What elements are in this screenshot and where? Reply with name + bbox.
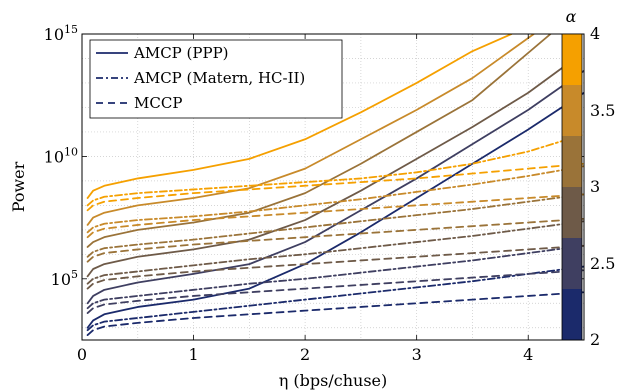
- colorbar-tick-3-5: 3.5: [590, 101, 615, 120]
- y-tick-labels: 105 1010 1015: [44, 23, 78, 289]
- series-line-dashed-15: [86, 244, 584, 290]
- colorbar-bands: [562, 34, 582, 340]
- colorbar-title: α: [566, 7, 577, 26]
- legend-box: [89, 39, 343, 119]
- colorbar-band: [562, 187, 582, 238]
- x-tick-label-3: 3: [412, 345, 422, 364]
- colorbar-band: [562, 85, 582, 136]
- series-line-solid-3: [86, 55, 580, 278]
- y-tick-label-5: 105: [51, 268, 78, 289]
- series-line-dashdot-7: [86, 165, 584, 234]
- colorbar-band: [562, 289, 582, 340]
- series-line-dashdot-9: [86, 220, 584, 285]
- colorbar-frame: [561, 33, 583, 341]
- series-line-dashdot-11: [86, 265, 584, 332]
- legend-label-mccp: MCCP: [134, 94, 182, 112]
- colorbar-tick-4: 4: [590, 24, 600, 43]
- plot-frame: [81, 33, 585, 341]
- legend-label-ppp: AMCP (PPP): [133, 44, 229, 62]
- colorbar-tick-2-5: 2.5: [590, 254, 615, 273]
- series-line-solid-0: [86, 34, 513, 199]
- series-line-solid-4: [86, 69, 584, 305]
- x-tick-label-0: 0: [77, 345, 87, 364]
- x-tick-label-2: 2: [300, 345, 310, 364]
- series-line-dashdot-8: [86, 193, 584, 258]
- legend: AMCP (PPP) AMCP (Matern, HC-II) MCCP: [89, 39, 343, 119]
- series-line-dashed-14: [86, 217, 584, 263]
- colorbar-band: [562, 238, 582, 289]
- colorbar-band: [562, 34, 582, 85]
- series-line-dashdot-6: [86, 133, 584, 207]
- series-line-solid-5: [86, 91, 584, 329]
- colorbar-tick-2: 2: [590, 330, 600, 349]
- legend-label-matern: AMCP (Matern, HC-II): [133, 69, 305, 87]
- colorbar-band: [562, 136, 582, 187]
- y-tick-label-15: 1015: [44, 23, 78, 44]
- series-line-dashed-13: [86, 193, 584, 239]
- series-line-dashdot-10: [86, 244, 584, 310]
- y-axis-label: Power: [9, 161, 28, 212]
- y-tick-label-10: 1010: [44, 145, 78, 166]
- series-line-dashed-17: [86, 291, 584, 336]
- x-tick-label-1: 1: [188, 345, 198, 364]
- colorbar-tick-3: 3: [590, 177, 600, 196]
- series-line-dashed-12: [86, 162, 584, 212]
- series-line-solid-1: [86, 34, 535, 226]
- series-layer: [86, 34, 584, 336]
- x-axis-label: η (bps/chuse): [279, 371, 388, 390]
- series-line-solid-2: [86, 34, 552, 248]
- series-line-dashed-16: [86, 269, 584, 314]
- colorbar: α 2 2.5 3 3.5 4: [561, 7, 615, 349]
- x-tick-labels: 0 1 2 3 4: [77, 345, 533, 364]
- x-tick-label-4: 4: [523, 345, 533, 364]
